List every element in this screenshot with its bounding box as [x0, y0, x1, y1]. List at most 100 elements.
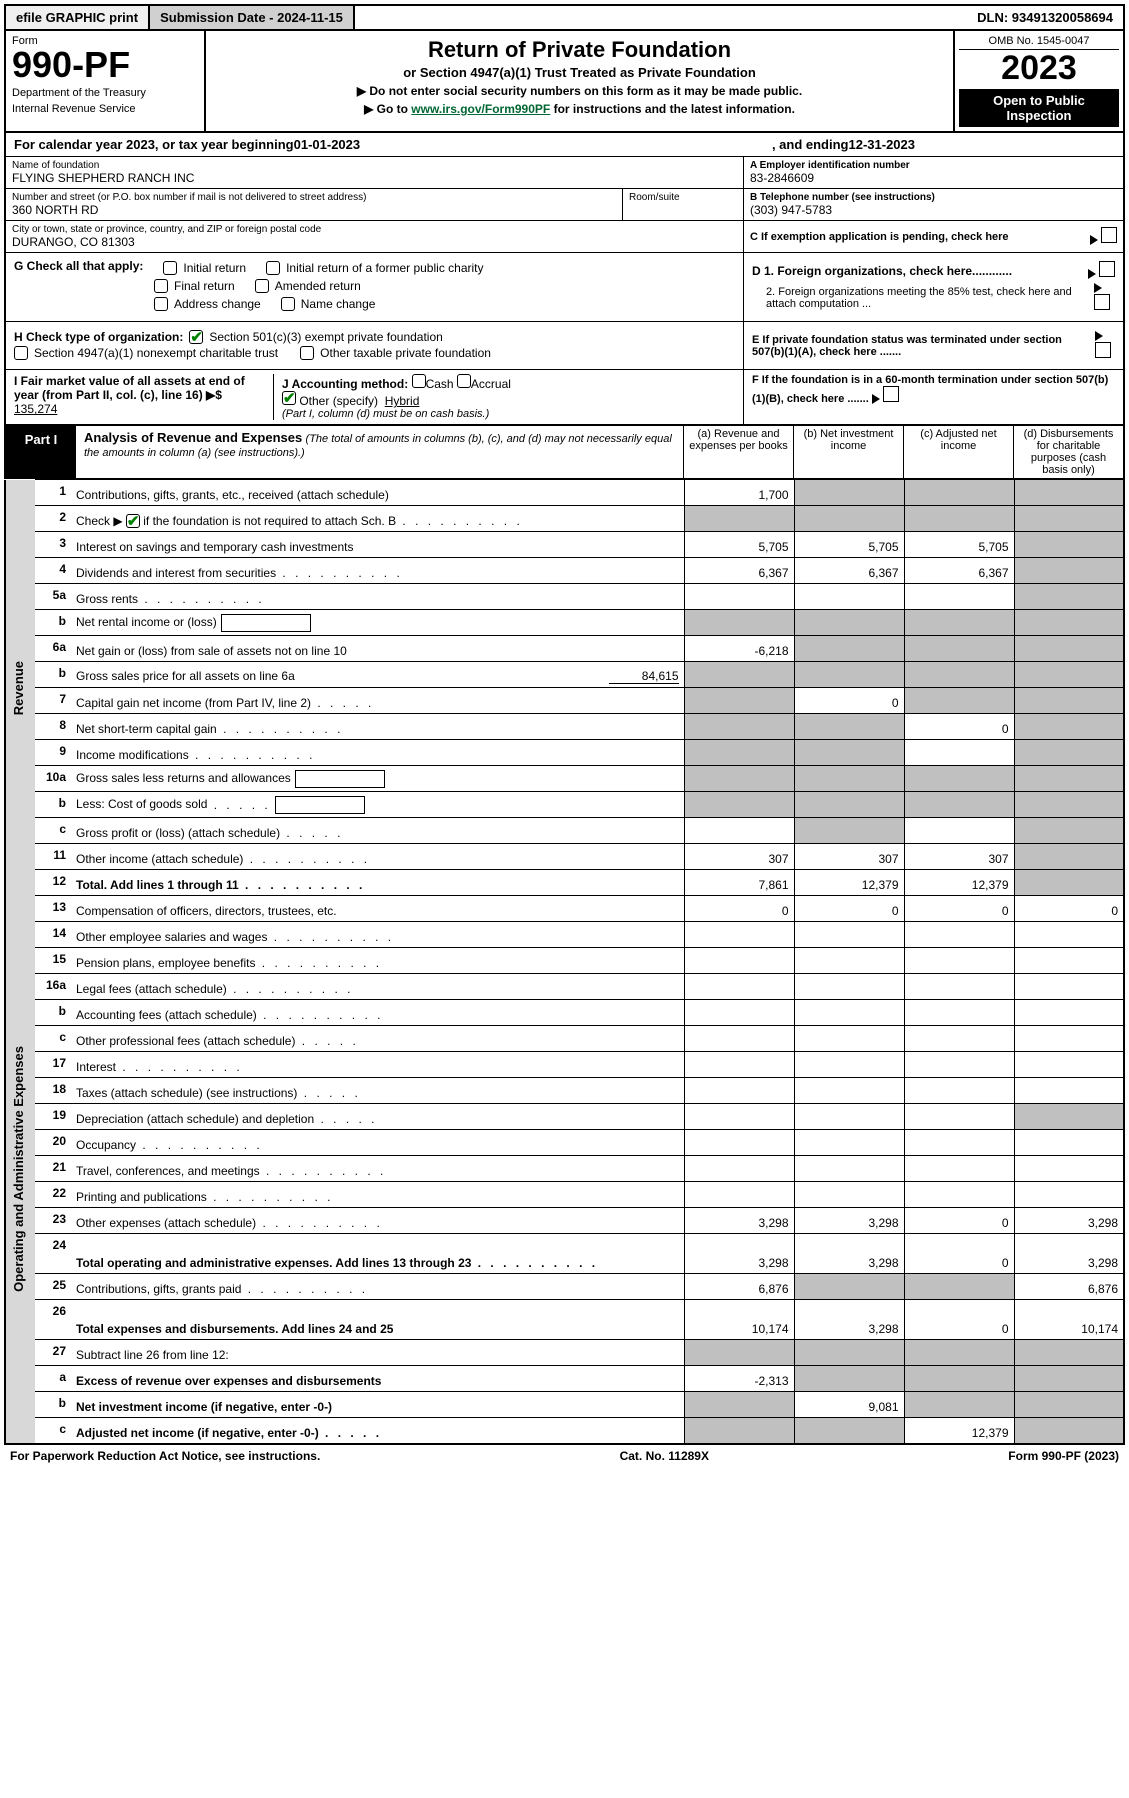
d2-checkbox[interactable] — [1094, 294, 1110, 310]
cell-c — [904, 766, 1014, 792]
row-number: 5a — [35, 584, 71, 610]
cell-d — [1014, 766, 1124, 792]
cell-a: 3,298 — [684, 1208, 794, 1234]
ein-value: 83-2846609 — [750, 171, 1117, 185]
cell-b — [794, 948, 904, 974]
amended-return-cb[interactable] — [255, 279, 269, 293]
cell-d — [1014, 1418, 1124, 1444]
cell-c — [904, 1130, 1014, 1156]
cell-a — [684, 1104, 794, 1130]
cell-d — [1014, 792, 1124, 818]
foundation-name: FLYING SHEPHERD RANCH INC — [12, 171, 737, 185]
col-c-header: (c) Adjusted net income — [903, 426, 1013, 478]
footer-mid: Cat. No. 11289X — [620, 1449, 709, 1463]
d1-checkbox[interactable] — [1099, 261, 1115, 277]
cell-c — [904, 1340, 1014, 1366]
cell-d: 3,298 — [1014, 1234, 1124, 1274]
cell-a — [684, 688, 794, 714]
row-number: 15 — [35, 948, 71, 974]
row-desc: Net short-term capital gain — [71, 714, 684, 740]
row-number: a — [35, 1366, 71, 1392]
cell-c — [904, 1156, 1014, 1182]
cell-b — [794, 792, 904, 818]
cell-d — [1014, 974, 1124, 1000]
cell-a — [684, 1130, 794, 1156]
cell-d — [1014, 506, 1124, 532]
cell-c — [904, 1274, 1014, 1300]
cell-d — [1014, 1392, 1124, 1418]
501c3-checkbox[interactable] — [189, 330, 203, 344]
other-taxable-checkbox[interactable] — [300, 346, 314, 360]
row-desc: Interest — [71, 1052, 684, 1078]
initial-return-cb[interactable] — [163, 261, 177, 275]
row-number: 14 — [35, 922, 71, 948]
cell-b: 0 — [794, 688, 904, 714]
cell-d: 3,298 — [1014, 1208, 1124, 1234]
cell-c — [904, 636, 1014, 662]
e-checkbox[interactable] — [1095, 342, 1111, 358]
row-desc: Occupancy — [71, 1130, 684, 1156]
4947a1-checkbox[interactable] — [14, 346, 28, 360]
d2-label: 2. Foreign organizations meeting the 85%… — [752, 286, 1088, 310]
row-number: b — [35, 792, 71, 818]
cell-c — [904, 688, 1014, 714]
cash-checkbox[interactable] — [412, 374, 426, 388]
accrual-checkbox[interactable] — [457, 374, 471, 388]
row-number: 1 — [35, 480, 71, 506]
cell-d — [1014, 688, 1124, 714]
h-label: H Check type of organization: — [14, 330, 183, 344]
cell-d — [1014, 870, 1124, 896]
cell-b: 0 — [794, 896, 904, 922]
cell-b — [794, 1366, 904, 1392]
row-number: b — [35, 1000, 71, 1026]
row-desc: Total. Add lines 1 through 11 — [71, 870, 684, 896]
cell-d — [1014, 662, 1124, 688]
cell-d — [1014, 532, 1124, 558]
address-change-cb[interactable] — [154, 297, 168, 311]
final-return-cb[interactable] — [154, 279, 168, 293]
e-label: E If private foundation status was termi… — [752, 334, 1062, 358]
row-desc: Net investment income (if negative, ente… — [71, 1392, 684, 1418]
cell-d — [1014, 1182, 1124, 1208]
row-number: 13 — [35, 896, 71, 922]
initial-former-cb[interactable] — [266, 261, 280, 275]
row-number: 24 — [35, 1234, 71, 1274]
cell-c — [904, 1000, 1014, 1026]
row-desc: Travel, conferences, and meetings — [71, 1156, 684, 1182]
cell-b — [794, 1000, 904, 1026]
open-to-public: Open to Public Inspection — [959, 89, 1119, 127]
cell-d — [1014, 948, 1124, 974]
row-number: 23 — [35, 1208, 71, 1234]
cell-c — [904, 922, 1014, 948]
cell-a — [684, 584, 794, 610]
f-checkbox[interactable] — [883, 386, 899, 402]
row-desc: Dividends and interest from securities — [71, 558, 684, 584]
cell-b: 5,705 — [794, 532, 904, 558]
row-desc: Capital gain net income (from Part IV, l… — [71, 688, 684, 714]
part1-table: Revenue1Contributions, gifts, grants, et… — [4, 479, 1125, 1445]
row-number: 16a — [35, 974, 71, 1000]
cell-b — [794, 636, 904, 662]
irs-link[interactable]: www.irs.gov/Form990PF — [411, 102, 550, 116]
col-d-header: (d) Disbursements for charitable purpose… — [1013, 426, 1123, 478]
name-change-cb[interactable] — [281, 297, 295, 311]
f-label: F If the foundation is in a 60-month ter… — [752, 374, 1108, 405]
row-desc: Excess of revenue over expenses and disb… — [71, 1366, 684, 1392]
address-value: 360 NORTH RD — [12, 203, 616, 217]
efile-print-button[interactable]: efile GRAPHIC print — [6, 6, 150, 29]
cell-d — [1014, 1366, 1124, 1392]
expenses-side-label: Operating and Administrative Expenses — [5, 896, 35, 1444]
col-a-header: (a) Revenue and expenses per books — [683, 426, 793, 478]
cell-b — [794, 974, 904, 1000]
cell-a — [684, 610, 794, 636]
form-title: Return of Private Foundation — [214, 37, 945, 63]
phone-label: B Telephone number (see instructions) — [750, 192, 935, 203]
cell-b — [794, 1340, 904, 1366]
cell-a — [684, 1000, 794, 1026]
other-method-checkbox[interactable] — [282, 391, 296, 405]
revenue-side-label: Revenue — [5, 480, 35, 896]
row-desc: Gross sales less returns and allowances — [71, 766, 684, 792]
cell-b — [794, 714, 904, 740]
exemption-checkbox[interactable] — [1101, 227, 1117, 243]
cell-d — [1014, 1000, 1124, 1026]
